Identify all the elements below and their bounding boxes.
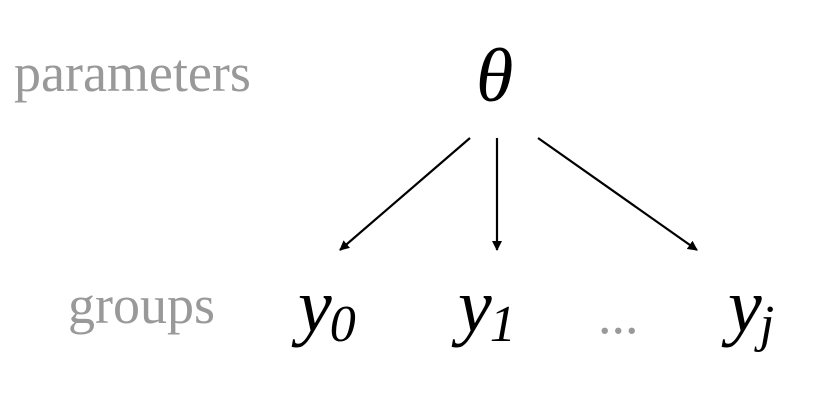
theta-node: θ xyxy=(476,34,514,118)
parameters-row-label: parameters xyxy=(14,43,251,103)
arrow-theta-to-y0 xyxy=(339,137,471,251)
yj-subscript: j xyxy=(759,296,775,353)
y1-base: y xyxy=(458,264,492,348)
yj-base: y xyxy=(728,264,762,348)
y1-node: y1 xyxy=(458,268,516,351)
ellipsis-node: ... xyxy=(598,285,639,345)
yj-node: yj xyxy=(728,268,774,351)
y1-subscript: 1 xyxy=(489,296,516,353)
edge-group xyxy=(339,137,698,251)
arrow-theta-to-yj xyxy=(537,137,698,251)
y0-node: y0 xyxy=(298,268,356,351)
y0-subscript: 0 xyxy=(329,296,356,353)
groups-row-label: groups xyxy=(68,275,215,335)
y0-base: y xyxy=(298,264,332,348)
